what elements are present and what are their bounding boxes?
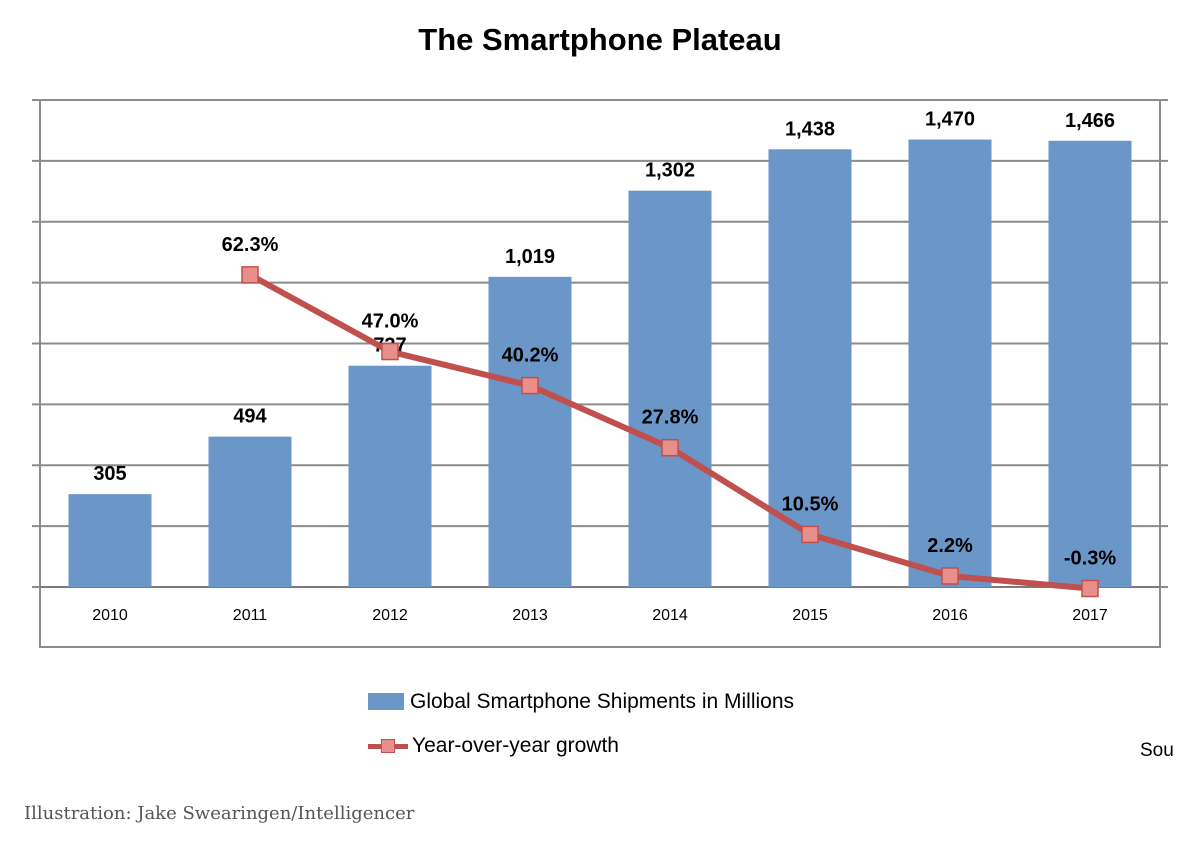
growth-marker-2011 (241, 266, 259, 284)
growth-marker-2012 (381, 342, 399, 361)
bar-2010 (68, 494, 152, 587)
bar-label-2011: 494 (233, 406, 267, 428)
x-tick-label-2012: 2012 (372, 607, 408, 624)
legend-bar-swatch (368, 693, 404, 710)
x-tick-label-2013: 2013 (512, 607, 548, 624)
legend-label-growth: Year-over-year growth (412, 734, 619, 757)
bar-label-2010: 305 (93, 463, 126, 485)
growth-label-2014: 27.8% (642, 407, 699, 429)
bar-label-2017: 1,466 (1065, 110, 1115, 132)
x-tick-label-2010: 2010 (92, 607, 128, 624)
bar-2012 (348, 365, 432, 587)
growth-line-series (241, 266, 1099, 598)
plot-frame (39, 99, 1161, 648)
bar-2015 (768, 149, 852, 587)
legend-label-shipments: Global Smartphone Shipments in Millions (410, 690, 795, 713)
growth-marker-2017 (1081, 579, 1099, 598)
growth-marker-2015 (801, 525, 819, 544)
x-axis-labels: 2010 2011 2012 2013 2014 2015 2016 2017 (92, 607, 1108, 624)
bar-2013 (488, 276, 572, 587)
growth-label-2017: -0.3% (1064, 548, 1116, 570)
growth-label-2011: 62.3% (222, 234, 279, 256)
bar-label-2016: 1,470 (925, 109, 975, 131)
bar-label-2013: 1,019 (505, 246, 555, 268)
bar-2011 (208, 436, 292, 587)
growth-label-2012: 47.0% (362, 311, 419, 333)
source-text: Sou (1140, 740, 1174, 761)
chart-title: The Smartphone Plateau (418, 22, 782, 57)
x-tick-label-2017: 2017 (1072, 607, 1108, 624)
x-tick-label-2011: 2011 (233, 607, 268, 624)
growth-label-2015: 10.5% (782, 493, 839, 515)
legend-line-swatch (368, 736, 408, 756)
x-tick-label-2015: 2015 (792, 607, 828, 624)
legend-item-shipments: Global Smartphone Shipments in Millions (368, 690, 794, 714)
legend-item-growth: Year-over-year growth (368, 734, 619, 758)
growth-label-2016: 2.2% (927, 535, 973, 557)
bar-label-2014: 1,302 (645, 160, 695, 182)
x-tick-label-2014: 2014 (652, 607, 688, 624)
growth-marker-2014 (661, 438, 679, 457)
illustration-credit: Illustration: Jake Swearingen/Intelligen… (24, 803, 415, 824)
growth-label-2013: 40.2% (502, 345, 559, 367)
grid-lines (32, 99, 1168, 648)
bar-2017 (1048, 140, 1132, 587)
growth-value-labels: 62.3% 47.0% 40.2% 27.8% 10.5% 2.2% -0.3% (222, 234, 1117, 570)
x-tick-label-2016: 2016 (932, 607, 968, 624)
bar-label-2015: 1,438 (785, 118, 835, 140)
bar-2016 (908, 139, 992, 587)
growth-marker-2013 (521, 376, 539, 395)
bar-2014 (628, 190, 712, 588)
bar-series (68, 139, 1132, 588)
growth-marker-2016 (941, 567, 959, 585)
